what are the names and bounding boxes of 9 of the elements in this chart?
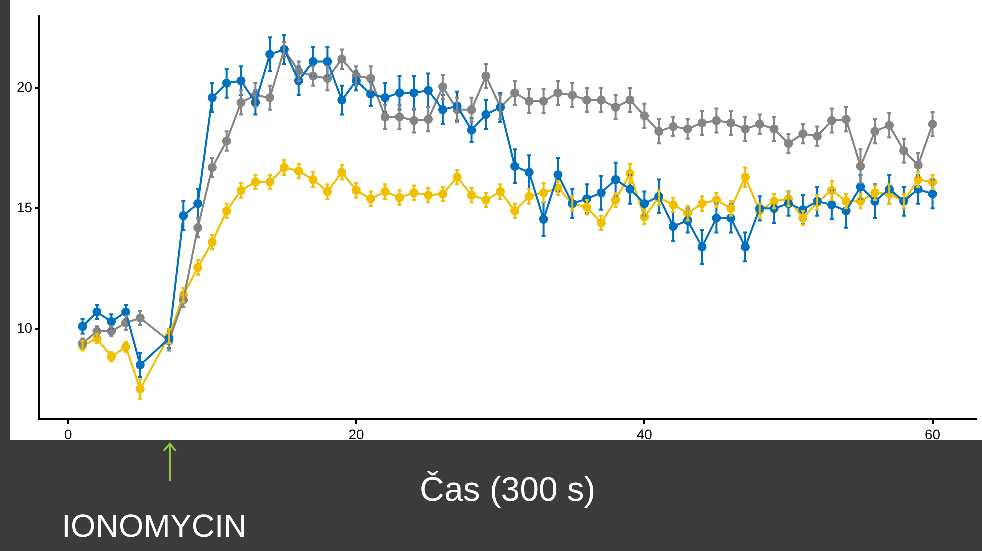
- x-tick-label: 60: [924, 426, 941, 443]
- x-tick-label: 40: [636, 426, 653, 443]
- x-tick-label: 20: [348, 426, 365, 443]
- y-tick-label: 20: [16, 79, 33, 96]
- y-tick-label: 15: [16, 200, 33, 216]
- x-tick-label: 0: [64, 426, 72, 443]
- y-tick-label: 10: [16, 320, 33, 336]
- text: IONOMYCIN: [62, 508, 247, 544]
- x-axis-title: Čas (300 s): [420, 470, 596, 509]
